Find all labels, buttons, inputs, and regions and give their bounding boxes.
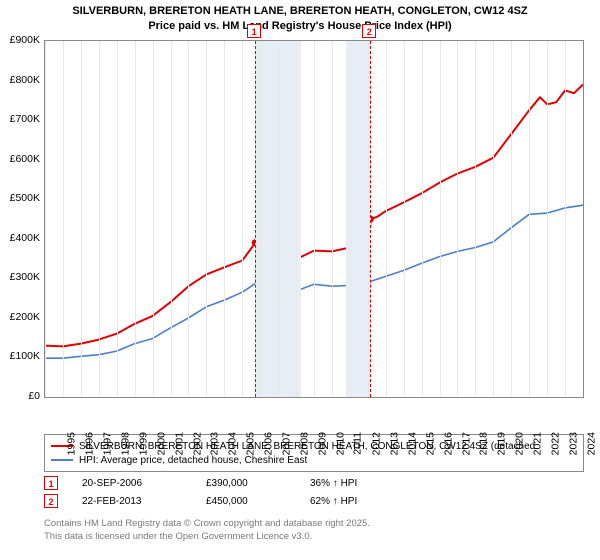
y-tick-label: £900K [0,34,40,46]
x-tick-label: 2004 [227,432,239,455]
chart-title: SILVERBURN, BRERETON HEATH LANE, BRERETO… [0,0,600,36]
gridline [440,41,441,397]
gridline [565,41,566,397]
event-marker-box: 1 [247,24,261,38]
x-tick-label: 2022 [550,432,562,455]
event-row: 1 20-SEP-2006 £390,000 36% ↑ HPI [44,474,584,492]
x-tick-label: 2006 [263,432,275,455]
y-tick-label: £600K [0,153,40,165]
gridline [224,41,225,397]
gridline [45,41,46,397]
gridline [81,41,82,397]
x-tick-label: 2017 [460,432,472,455]
x-tick-label: 2023 [567,432,579,455]
x-tick-label: 2011 [352,432,364,455]
y-tick-label: £800K [0,74,40,86]
gridline [117,41,118,397]
x-tick-label: 2021 [532,432,544,455]
event-row-marker: 2 [44,494,58,508]
y-tick-label: £0 [0,390,40,402]
x-tick-label: 2003 [209,432,221,455]
x-tick-label: 2000 [155,432,167,455]
title-line2: Price paid vs. HM Land Registry's House … [8,19,592,34]
x-tick-label: 2008 [298,432,310,455]
y-tick-label: £200K [0,311,40,323]
event-table: 1 20-SEP-2006 £390,000 36% ↑ HPI 2 22-FEB-201… [44,474,584,510]
event-marker-box: 2 [362,24,376,38]
x-tick-label: 2009 [316,432,328,455]
gridline [260,41,261,397]
footer-attribution: Contains HM Land Registry data © Crown c… [44,518,584,544]
gridline [368,41,369,397]
y-tick-label: £400K [0,232,40,244]
x-tick-label: 2001 [173,432,185,455]
gridline [547,41,548,397]
title-line1: SILVERBURN, BRERETON HEATH LANE, BRERETO… [8,4,592,19]
x-tick-label: 2015 [424,432,436,455]
gridline [242,41,243,397]
footer-line1: Contains HM Land Registry data © Crown c… [44,518,584,531]
x-tick-label: 2018 [478,432,490,455]
footer-line2: This data is licensed under the Open Gov… [44,531,584,544]
gridline [511,41,512,397]
gridline [99,41,100,397]
x-tick-label: 1997 [101,432,113,455]
y-tick-label: £500K [0,192,40,204]
x-tick-label: 1995 [65,432,77,455]
event-date: 20-SEP-2006 [82,478,182,489]
x-tick-label: 2016 [442,432,454,455]
gridline [457,41,458,397]
x-tick-label: 2019 [496,432,508,455]
x-tick-label: 2020 [514,432,526,455]
gridline [135,41,136,397]
x-tick-label: 2013 [388,432,400,455]
x-tick-label: 2005 [245,432,257,455]
y-tick-label: £700K [0,113,40,125]
gridline [314,41,315,397]
y-tick-label: £100K [0,350,40,362]
x-tick-label: 2014 [406,432,418,455]
x-tick-label: 2024 [585,432,597,455]
legend-label: HPI: Average price, detached house, Ches… [79,455,307,466]
x-tick-label: 2012 [370,432,382,455]
gridline [332,41,333,397]
event-delta: 36% ↑ HPI [310,478,357,489]
gridline [278,41,279,397]
gridline [493,41,494,397]
x-tick-label: 1996 [83,432,95,455]
gridline [63,41,64,397]
event-delta: 62% ↑ HPI [310,496,357,507]
gridline [350,41,351,397]
event-date: 22-FEB-2013 [82,496,182,507]
gridline [153,41,154,397]
event-price: £390,000 [206,478,286,489]
chart-plot-area [44,40,584,398]
event-row: 2 22-FEB-2013 £450,000 62% ↑ HPI [44,492,584,510]
event-row-marker: 1 [44,476,58,490]
gridline [188,41,189,397]
gridline [386,41,387,397]
event-marker-line [370,41,371,397]
gridline [422,41,423,397]
x-tick-label: 2010 [334,432,346,455]
gridline [404,41,405,397]
gridline [475,41,476,397]
gridline [171,41,172,397]
legend-swatch [51,459,73,461]
x-tick-label: 1998 [119,432,131,455]
y-tick-label: £300K [0,271,40,283]
gridline [296,41,297,397]
x-tick-label: 2007 [281,432,293,455]
x-tick-label: 2002 [191,432,203,455]
x-tick-label: 1999 [137,432,149,455]
gridline [206,41,207,397]
gridline [529,41,530,397]
event-marker-line [255,41,256,397]
event-price: £450,000 [206,496,286,507]
